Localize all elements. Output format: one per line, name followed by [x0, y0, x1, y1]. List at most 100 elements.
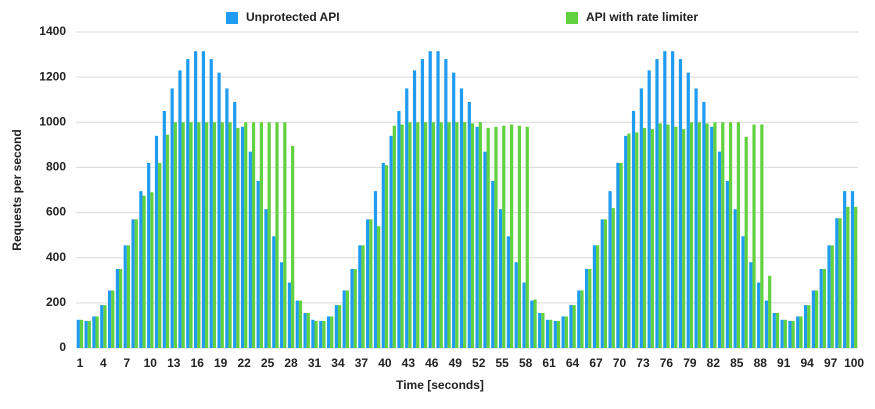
x-tick-label: 85 — [730, 356, 744, 370]
bar — [459, 88, 464, 348]
bar — [717, 151, 722, 348]
bar — [799, 316, 803, 348]
bar — [423, 122, 428, 349]
bar — [259, 122, 263, 349]
bar — [280, 262, 284, 348]
x-tick-label: 61 — [542, 356, 556, 370]
bar — [431, 122, 436, 349]
bar — [384, 165, 389, 348]
bar — [506, 236, 511, 348]
bar — [162, 111, 166, 348]
bar — [624, 135, 628, 348]
bar — [147, 162, 151, 348]
bar — [455, 122, 459, 349]
bar — [436, 51, 440, 348]
bar — [95, 316, 99, 348]
bar — [377, 226, 381, 348]
bar — [541, 313, 545, 348]
bar — [819, 269, 823, 348]
bar — [119, 269, 123, 348]
bar — [666, 124, 670, 349]
bar — [337, 305, 342, 348]
bar — [353, 269, 357, 348]
bar — [319, 320, 323, 348]
bar — [533, 299, 537, 348]
bar — [553, 320, 557, 348]
bar — [212, 122, 217, 349]
bar — [736, 122, 740, 349]
x-tick-label: 49 — [449, 356, 463, 370]
bar — [757, 282, 761, 348]
bar — [843, 191, 847, 348]
bar — [154, 135, 159, 348]
bar — [405, 88, 409, 348]
x-tick-label: 40 — [378, 356, 392, 370]
bar — [627, 133, 631, 348]
x-tick-label: 76 — [660, 356, 674, 370]
bar — [452, 72, 456, 348]
bar — [486, 127, 490, 348]
bar — [298, 300, 303, 348]
bar — [619, 162, 623, 348]
legend-label: API with rate limiter — [586, 10, 698, 24]
bar — [463, 122, 467, 349]
bar — [733, 209, 737, 348]
bar — [173, 122, 177, 349]
bar — [139, 191, 143, 348]
bar — [725, 180, 729, 348]
bar — [150, 192, 154, 348]
bar — [251, 122, 256, 349]
bar — [326, 316, 331, 348]
bar — [345, 290, 349, 348]
bar — [705, 123, 709, 349]
bar — [807, 305, 811, 348]
x-tick-label: 4 — [100, 356, 107, 370]
bar — [517, 125, 522, 349]
bar — [838, 218, 842, 348]
bar — [775, 313, 780, 348]
bar — [267, 122, 271, 349]
bar — [334, 305, 338, 348]
bar — [642, 127, 647, 348]
bar — [470, 123, 475, 349]
legend-swatch — [566, 12, 578, 24]
bar — [408, 122, 412, 349]
bar — [697, 122, 701, 349]
bar — [663, 51, 667, 348]
y-tick-label: 1200 — [39, 69, 66, 83]
bar — [822, 269, 827, 348]
bar — [650, 129, 654, 348]
bar — [447, 122, 451, 349]
bar — [373, 191, 378, 348]
bar — [850, 191, 855, 348]
bar — [702, 101, 706, 348]
bar — [682, 129, 686, 348]
x-tick-label: 58 — [519, 356, 533, 370]
x-tick-label: 10 — [144, 356, 158, 370]
bar — [827, 245, 831, 348]
bar — [240, 126, 245, 348]
bar — [330, 316, 334, 348]
x-tick-label: 67 — [589, 356, 603, 370]
bar — [322, 320, 326, 348]
bar — [416, 122, 420, 349]
bar — [721, 122, 725, 349]
bar — [678, 59, 683, 348]
bar — [291, 145, 295, 348]
x-tick-label: 91 — [777, 356, 791, 370]
bar — [522, 282, 526, 348]
bar — [772, 313, 776, 348]
bar — [768, 275, 772, 348]
bar — [780, 319, 784, 348]
bar — [846, 206, 850, 348]
bar — [100, 305, 104, 348]
bar — [694, 88, 698, 348]
bar — [381, 162, 385, 348]
x-tick-label: 100 — [844, 356, 864, 370]
bar — [585, 269, 589, 348]
bar — [467, 101, 471, 348]
bar — [494, 126, 498, 348]
bar — [303, 313, 307, 348]
bar — [596, 245, 600, 348]
bar — [603, 219, 608, 348]
